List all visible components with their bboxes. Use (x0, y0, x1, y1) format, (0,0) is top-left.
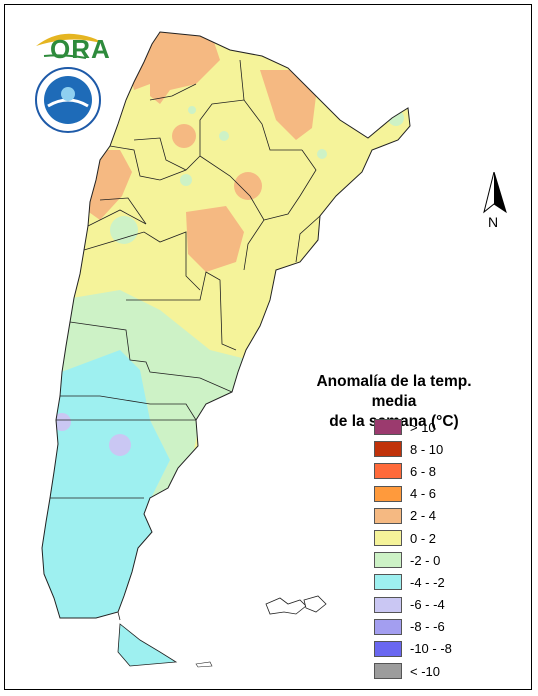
legend-row: 6 - 8 (374, 460, 452, 482)
legend-row: 8 - 10 (374, 438, 452, 460)
legend-row: > 10 (374, 416, 452, 438)
legend-label: -4 - -2 (410, 574, 445, 590)
legend-label: < -10 (410, 663, 440, 679)
legend: > 10 8 - 10 6 - 8 4 - 6 2 - 4 0 - 2 -2 -… (374, 416, 452, 682)
legend-label: -8 - -6 (410, 619, 445, 635)
legend-row: -6 - -4 (374, 594, 452, 616)
legend-swatch (374, 574, 402, 591)
legend-row: 2 - 4 (374, 505, 452, 527)
legend-row: -8 - -6 (374, 616, 452, 638)
legend-label: -10 - -8 (410, 641, 452, 657)
legend-row: < -10 (374, 660, 452, 682)
legend-label: > 10 (410, 419, 436, 435)
legend-row: -4 - -2 (374, 571, 452, 593)
legend-swatch (374, 552, 402, 569)
legend-label: 0 - 2 (410, 530, 437, 546)
legend-swatch (374, 507, 402, 524)
legend-label: 4 - 6 (410, 486, 437, 502)
legend-swatch (374, 463, 402, 480)
legend-row: -2 - 0 (374, 549, 452, 571)
legend-swatch (374, 485, 402, 502)
logo-text: ORA (50, 34, 111, 64)
legend-swatch (374, 419, 402, 436)
smn-seal-icon (34, 66, 102, 134)
legend-label: 2 - 4 (410, 508, 437, 524)
legend-swatch (374, 618, 402, 635)
legend-label: 6 - 8 (410, 463, 437, 479)
legend-swatch (374, 530, 402, 547)
legend-row: 0 - 2 (374, 527, 452, 549)
legend-swatch (374, 663, 402, 680)
north-label: N (488, 214, 499, 230)
legend-label: -2 - 0 (410, 552, 441, 568)
legend-swatch (374, 441, 402, 458)
north-arrow-icon (480, 170, 514, 232)
legend-row: -10 - -8 (374, 638, 452, 660)
malvinas-islands (265, 595, 327, 615)
legend-swatch (374, 596, 402, 613)
legend-label: 8 - 10 (410, 441, 444, 457)
ora-logo (34, 28, 106, 62)
legend-swatch (374, 640, 402, 657)
legend-row: 4 - 6 (374, 483, 452, 505)
legend-title-line1: Anomalía de la temp. media (316, 373, 472, 410)
legend-label: -6 - -4 (410, 597, 445, 613)
